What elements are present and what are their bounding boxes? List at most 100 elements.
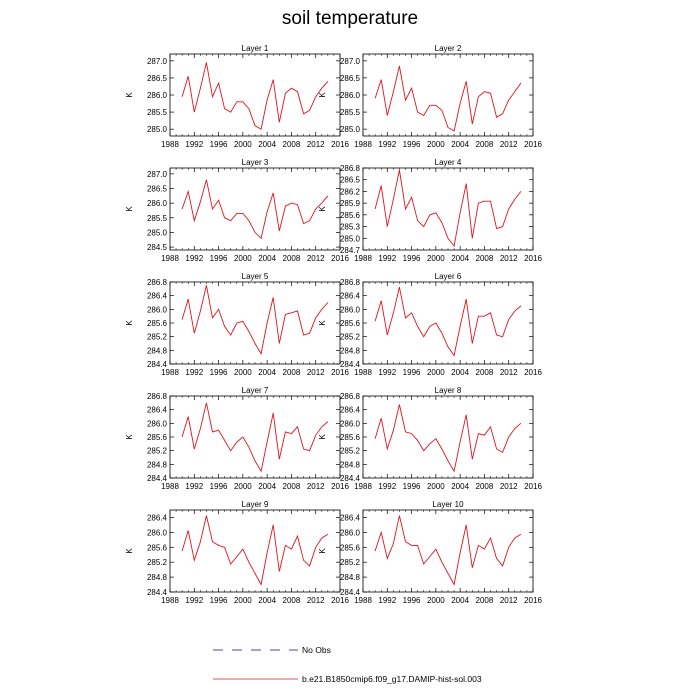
x-tick-label: 2004 (451, 140, 469, 149)
y-tick-label: 285.6 (147, 543, 168, 552)
panel-title: Layer 9 (242, 500, 269, 509)
y-tick-label: 286.4 (340, 513, 361, 522)
panel-frame (169, 395, 341, 479)
x-tick-label: 2016 (524, 368, 542, 377)
y-tick-label: 286.2 (340, 187, 361, 196)
y-tick-label: 285.2 (147, 333, 168, 342)
y-tick-label: 285.0 (147, 228, 168, 237)
y-tick-label: 285.6 (147, 319, 168, 328)
x-tick-label: 2004 (451, 368, 469, 377)
y-tick-label: 286.0 (340, 528, 361, 537)
y-tick-label: 285.5 (147, 108, 168, 117)
panel-title: Layer 5 (242, 272, 269, 281)
x-tick-label: 2008 (283, 368, 301, 377)
y-tick-label: 285.2 (340, 447, 361, 456)
panel-frame (362, 395, 534, 479)
x-tick-label: 1996 (210, 140, 228, 149)
x-tick-label: 2004 (258, 596, 276, 605)
panel-frame (169, 53, 341, 137)
chart-panel-layer-3: Layer 3 1988 1992 1996 2000 2004 2008 2012 2016 2… (125, 158, 349, 263)
x-tick-label: 2000 (234, 254, 252, 263)
x-tick-label: 2016 (331, 254, 349, 263)
x-tick-label: 1992 (185, 368, 203, 377)
series-line (374, 169, 522, 248)
y-tick-label: 286.0 (340, 91, 361, 100)
y-tick-label: 285.5 (340, 108, 361, 117)
x-tick-label: 2000 (427, 254, 445, 263)
y-tick-label: 286.0 (340, 419, 361, 428)
x-tick-label: 1992 (378, 140, 396, 149)
y-axis-label: K (125, 320, 134, 326)
chart-panel-layer-2: Layer 2 1988 1992 1996 2000 2004 2008 2012 2016 2… (318, 44, 542, 149)
y-axis-label: K (318, 92, 327, 98)
x-tick-label: 2004 (258, 368, 276, 377)
y-tick-label: 285.6 (340, 211, 361, 220)
panel-title: Layer 4 (435, 158, 462, 167)
series-line (181, 179, 329, 240)
y-tick-label: 284.8 (147, 573, 168, 582)
x-tick-label: 2000 (427, 368, 445, 377)
x-tick-label: 1996 (210, 482, 228, 491)
x-tick-label: 1996 (210, 368, 228, 377)
x-tick-label: 2016 (331, 140, 349, 149)
y-axis-label: K (125, 92, 134, 98)
chart-panel-layer-7: Layer 7 1988 1992 1996 2000 2004 2008 2012 2016 2… (125, 386, 349, 491)
y-axis-label: K (318, 548, 327, 554)
x-tick-label: 1988 (354, 254, 372, 263)
y-tick-label: 286.0 (340, 305, 361, 314)
y-tick-label: 284.8 (147, 346, 168, 355)
y-tick-label: 286.4 (147, 406, 168, 415)
x-tick-label: 2000 (234, 596, 252, 605)
series-line (181, 285, 329, 355)
panel-frame (362, 53, 534, 137)
x-tick-label: 1996 (403, 482, 421, 491)
x-tick-label: 1996 (403, 368, 421, 377)
y-tick-label: 285.3 (340, 223, 361, 232)
x-tick-label: 1996 (403, 140, 421, 149)
x-tick-label: 1992 (185, 482, 203, 491)
series-line (374, 286, 522, 357)
chart-panel-layer-5: Layer 5 1988 1992 1996 2000 2004 2008 2012 2016 2… (125, 272, 349, 377)
x-tick-label: 2004 (258, 482, 276, 491)
y-tick-label: 284.7 (340, 246, 361, 255)
y-tick-label: 285.5 (147, 214, 168, 223)
x-tick-label: 2000 (234, 140, 252, 149)
series-line (374, 404, 522, 473)
x-tick-label: 2012 (500, 596, 518, 605)
y-tick-label: 285.0 (147, 125, 168, 134)
x-tick-label: 1988 (354, 482, 372, 491)
y-tick-label: 285.6 (147, 433, 168, 442)
x-tick-label: 1988 (161, 254, 179, 263)
x-tick-label: 2008 (476, 596, 494, 605)
y-axis-label: K (125, 206, 134, 212)
x-tick-label: 2008 (476, 482, 494, 491)
x-tick-label: 2008 (476, 254, 494, 263)
x-tick-label: 2008 (283, 140, 301, 149)
series-line (181, 62, 329, 130)
x-tick-label: 2016 (331, 482, 349, 491)
x-tick-label: 2004 (451, 254, 469, 263)
x-tick-label: 2000 (427, 596, 445, 605)
y-tick-label: 284.8 (340, 346, 361, 355)
x-tick-label: 1992 (185, 254, 203, 263)
x-tick-label: 1996 (210, 254, 228, 263)
x-tick-label: 1992 (185, 596, 203, 605)
y-tick-label: 285.2 (147, 447, 168, 456)
x-tick-label: 2004 (258, 254, 276, 263)
y-tick-label: 285.0 (340, 234, 361, 243)
panel-title: Layer 3 (242, 158, 269, 167)
panel-title: Layer 1 (242, 44, 269, 53)
y-tick-label: 286.8 (340, 392, 361, 401)
y-axis-label: K (125, 548, 134, 554)
y-tick-label: 286.5 (147, 74, 168, 83)
x-tick-label: 2000 (234, 368, 252, 377)
x-tick-label: 2012 (307, 596, 325, 605)
x-tick-label: 2012 (307, 482, 325, 491)
y-tick-label: 285.2 (147, 558, 168, 567)
y-tick-label: 284.8 (147, 460, 168, 469)
panel-title: Layer 6 (435, 272, 462, 281)
x-tick-label: 2008 (283, 254, 301, 263)
x-tick-label: 2000 (234, 482, 252, 491)
x-tick-label: 2012 (500, 368, 518, 377)
y-tick-label: 284.4 (147, 474, 168, 483)
